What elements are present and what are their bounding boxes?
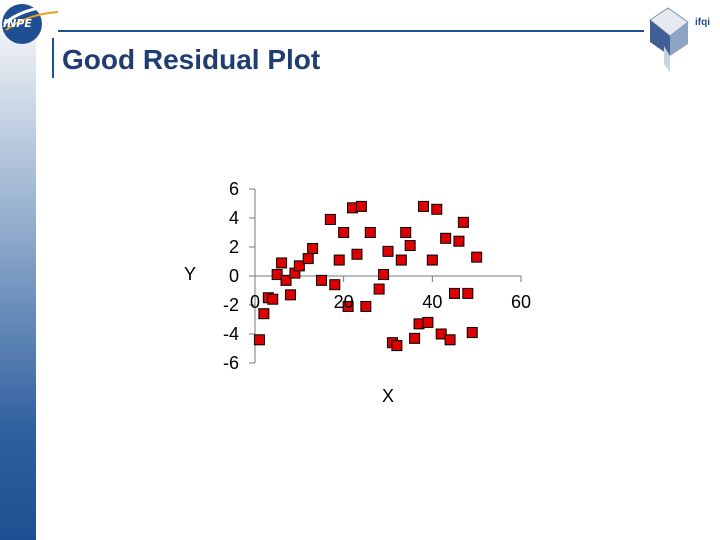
data-point [307,242,319,254]
data-point [253,334,265,346]
data-point [409,332,421,344]
data-point [284,289,296,301]
data-point [329,279,341,291]
data-point [280,274,292,286]
data-point [364,227,376,238]
data-point [404,240,416,252]
data-point [342,300,354,312]
data-point [391,340,403,352]
y-axis-label: Y [184,264,196,284]
data-point [351,248,363,260]
cube-logo-icon [649,7,689,72]
y-tick-label: -4 [223,324,239,344]
title-rule [52,38,54,78]
data-point [302,253,314,265]
data-point [267,293,279,305]
data-point [400,227,412,238]
data-point [293,260,305,272]
data-point [449,287,460,299]
x-tick-label: 60 [511,292,531,312]
data-point [422,316,434,328]
x-tick-label: 40 [422,292,442,312]
data-point [338,227,350,238]
data-point [453,235,465,247]
data-point [457,216,469,228]
corner-text: ifqi [695,17,710,28]
data-point [444,334,456,346]
data-point [417,200,429,212]
data-point [258,308,270,320]
x-tick-label: 20 [334,292,354,312]
data-point [324,213,336,225]
data-point [466,327,478,339]
y-tick-label: -6 [223,353,239,373]
data-point [431,203,443,215]
data-point [355,200,367,212]
data-point [276,257,288,269]
y-tick-label: 2 [229,237,239,257]
data-point [440,232,452,244]
chart-points [253,200,483,352]
corner-logo [644,6,692,74]
data-point [395,254,407,266]
y-tick-label: -2 [223,295,239,315]
x-tick-label: 0 [250,292,260,312]
data-point [426,254,438,266]
data-point [360,300,372,312]
data-point [435,328,447,340]
data-point [316,274,327,286]
data-point [382,245,394,257]
globe-logo-icon [2,4,59,44]
left-gradient-bar [0,0,36,540]
data-point [373,283,385,295]
data-point [471,251,483,263]
data-point [333,254,345,266]
inpe-logo: INPE [0,0,60,50]
slide-title: Good Residual Plot [62,44,321,75]
data-point [271,269,283,281]
logo-text: INPE [3,17,32,30]
header-rule [58,30,644,32]
data-point [378,269,390,281]
y-tick-label: 6 [229,179,239,199]
y-tick-label: 0 [229,266,239,286]
y-tick-label: 4 [229,208,239,228]
x-axis-label: X [382,386,394,406]
data-point [462,287,474,299]
